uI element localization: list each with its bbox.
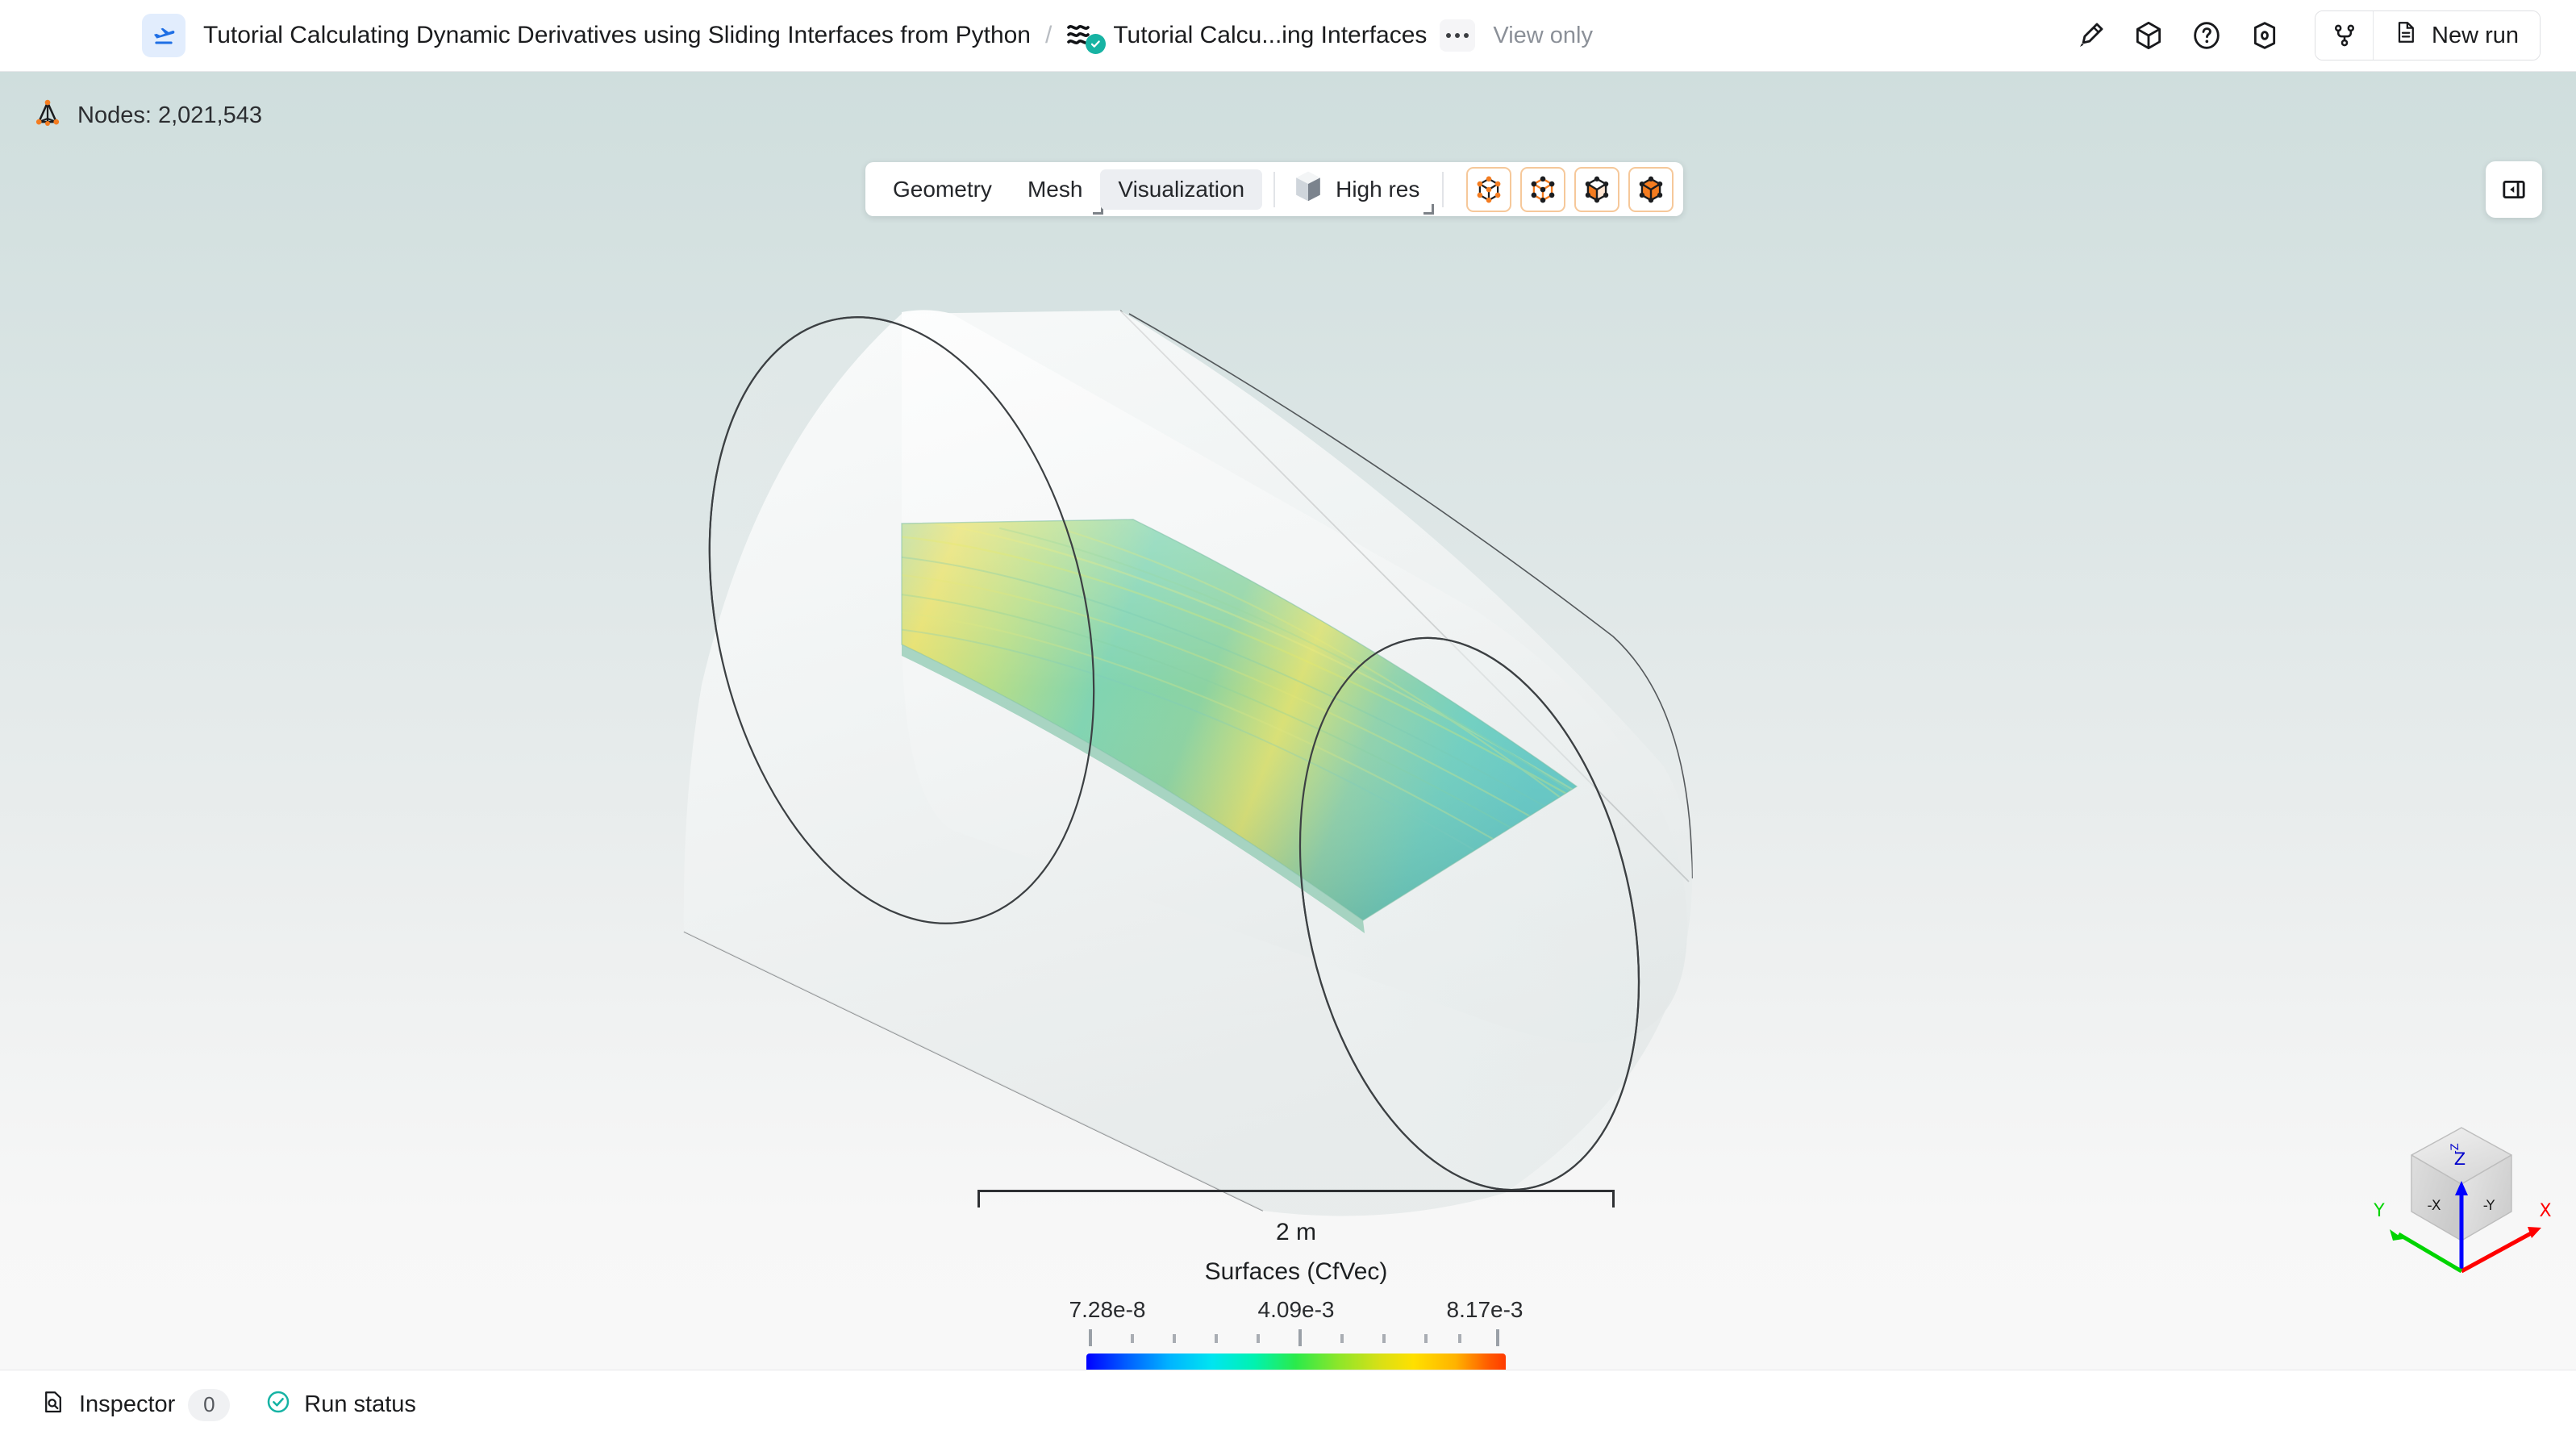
legend-title: Surfaces (CfVec) [1204, 1258, 1388, 1285]
colorbar-tick-mark [1215, 1334, 1219, 1343]
toolbar-divider [1273, 171, 1276, 207]
nodes-badge: Nodes: 2,021,543 [32, 98, 262, 133]
mesh-solid-button[interactable] [1628, 166, 1674, 212]
colorbar-tick-max: 8.17e-3 [1446, 1297, 1524, 1322]
colorbar-tick-min: 7.28e-8 [1069, 1297, 1146, 1322]
colorbar-tick-mark [1298, 1329, 1303, 1346]
run-actions: New run [2315, 10, 2541, 60]
mesh-points-button[interactable] [1466, 166, 1512, 212]
resize-corner-icon [1423, 203, 1435, 215]
inspector-count: 0 [188, 1388, 231, 1421]
git-branch-icon[interactable] [2315, 11, 2374, 60]
high-res-button[interactable]: High res [1286, 169, 1435, 215]
toolbar-divider [1442, 171, 1444, 207]
breadcrumb-simulation-name: Tutorial Calcu...ing Interfaces [1113, 22, 1428, 48]
tab-visualization-label: Visualization [1118, 176, 1245, 202]
colorbar-tick-mark [1424, 1334, 1428, 1343]
permission-label: View only [1493, 22, 1593, 48]
colorbar-tick-mark [1257, 1334, 1261, 1343]
tab-geometry[interactable]: Geometry [875, 169, 1010, 210]
colorbar-labels: 7.28e-8 4.09e-3 8.17e-3 [1069, 1297, 1524, 1324]
tab-mesh[interactable]: Mesh [1010, 169, 1104, 215]
run-status-button[interactable]: Run status [265, 1389, 416, 1421]
new-run-label: New run [2432, 22, 2519, 48]
svg-text:-Y: -Y [2483, 1198, 2495, 1214]
more-options-button[interactable] [1440, 19, 1476, 52]
highlighter-icon[interactable] [2061, 6, 2120, 65]
breadcrumb-simulation[interactable]: Tutorial Calcu...ing Interfaces [1066, 20, 1428, 54]
colorbar-tick-mark [1173, 1334, 1177, 1343]
colorbar-tick-mark [1382, 1334, 1386, 1343]
colorbar-gradient[interactable] [1086, 1353, 1506, 1370]
svg-text:Y: Y [2373, 1201, 2385, 1221]
new-run-button[interactable]: New run [2374, 11, 2540, 60]
scale-bar-label: 2 m [1275, 1219, 1316, 1245]
svg-text:Z: Z [2454, 1149, 2466, 1169]
tab-mesh-label: Mesh [1027, 176, 1083, 202]
geometry-render [0, 72, 2576, 1370]
settings-hex-icon[interactable] [2236, 6, 2294, 65]
colorbar-tick-mark [1131, 1334, 1135, 1343]
mesh-wireframe-button[interactable] [1520, 166, 1566, 212]
check-badge-icon [1086, 34, 1107, 54]
mesh-nodes-icon [32, 98, 63, 133]
colorbar-tick-mark [1495, 1329, 1499, 1346]
nodes-count-label: Nodes: 2,021,543 [77, 102, 262, 128]
dot [1455, 33, 1461, 38]
colorbar-tick-mid: 4.09e-3 [1257, 1297, 1335, 1322]
cube-icon[interactable] [2120, 6, 2178, 65]
mesh-surface-button[interactable] [1574, 166, 1620, 212]
breadcrumb-project-title[interactable]: Tutorial Calculating Dynamic Derivatives… [203, 22, 1031, 48]
document-icon [2393, 19, 2419, 52]
colorbar-tick-mark [1457, 1334, 1461, 1343]
axis-orientation-cube[interactable]: Z -Z -X -Y X Y [2365, 1113, 2558, 1274]
svg-text:-Z: -Z [2449, 1143, 2461, 1154]
help-icon[interactable] [2178, 6, 2236, 65]
panel-collapse-icon[interactable] [2486, 161, 2542, 218]
tab-geometry-label: Geometry [893, 176, 992, 202]
run-status-label: Run status [304, 1391, 416, 1417]
colorbar-ticks [1086, 1329, 1506, 1347]
inspector-button[interactable]: Inspector 0 [40, 1388, 231, 1421]
dot [1446, 33, 1452, 38]
legend: 2 m Surfaces (CfVec) 7.28e-8 4.09e-3 8.1… [977, 1190, 1615, 1370]
high-res-label: High res [1336, 176, 1420, 202]
inspector-label: Inspector [79, 1391, 176, 1417]
svg-text:-X: -X [2428, 1198, 2441, 1214]
scale-bar [977, 1190, 1615, 1211]
3d-viewport[interactable]: Nodes: 2,021,543 Geometry Mesh Visualiza… [0, 72, 2576, 1370]
top-bar: Tutorial Calculating Dynamic Derivatives… [0, 0, 2576, 72]
airplane-takeoff-icon[interactable] [142, 14, 185, 57]
scale-bar-line [977, 1190, 1615, 1192]
cube-3d-icon [1293, 169, 1323, 209]
top-bar-actions: New run [2061, 6, 2576, 65]
scale-bar-cap-right [1612, 1190, 1615, 1208]
colorbar-tick-mark [1089, 1329, 1093, 1346]
colorbar-tick-mark [1340, 1334, 1344, 1343]
scale-bar-cap-left [977, 1190, 980, 1208]
mesh-mode-buttons [1466, 166, 1674, 212]
dot [1464, 33, 1469, 38]
tab-visualization[interactable]: Visualization [1100, 169, 1263, 210]
inspector-icon [40, 1389, 66, 1421]
flow-waves-icon [1066, 20, 1107, 54]
visualization-toolbar: Geometry Mesh Visualization High res [865, 162, 1684, 216]
run-status-icon [265, 1389, 291, 1421]
breadcrumb-separator: / [1045, 22, 1052, 48]
status-bar: Inspector 0 Run status [0, 1370, 2576, 1439]
svg-text:X: X [2539, 1201, 2551, 1221]
